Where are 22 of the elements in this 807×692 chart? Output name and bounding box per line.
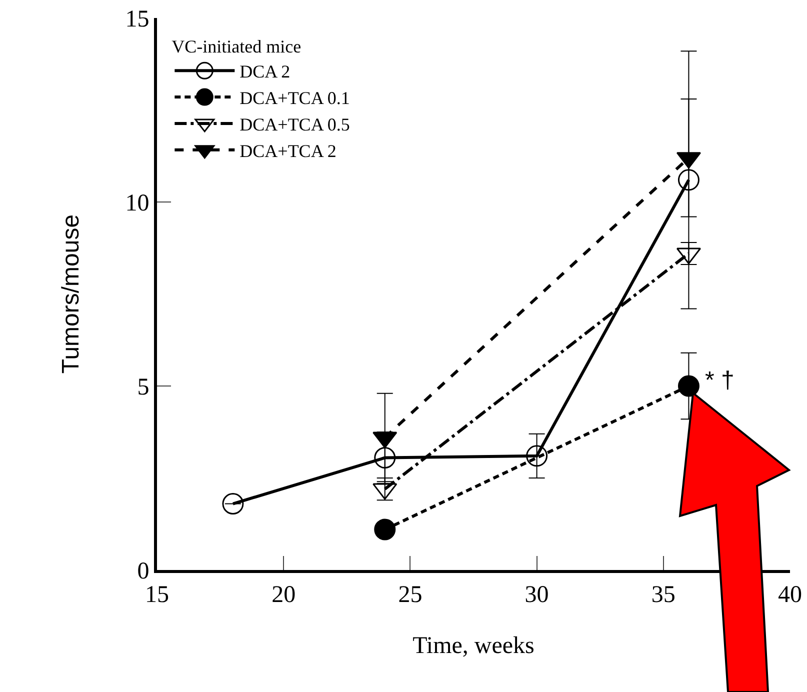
point: [526, 445, 548, 467]
point: [678, 375, 700, 397]
y-tick-label: 0: [137, 558, 150, 584]
x-tick-label: 30: [524, 582, 549, 608]
legend-label: DCA+TCA 2: [240, 140, 336, 161]
x-axis-title: Time, weeks: [412, 633, 534, 660]
y-tick-label: 10: [125, 190, 150, 216]
y-tick-label: 15: [125, 6, 150, 32]
x-tick-label: 40: [778, 582, 802, 608]
y-tick-label: 5: [137, 374, 150, 400]
y-axis-title: Tumors/mouse: [57, 214, 84, 374]
legend-label: DCA 2: [240, 62, 290, 82]
annotation: * †: [705, 367, 734, 394]
legend-label: DCA+TCA 0.5: [240, 114, 350, 134]
point: [222, 493, 244, 514]
x-tick-label: 20: [272, 582, 296, 608]
legend-label: DCA+TCA 0.1: [240, 88, 350, 108]
x-tick-label: 35: [651, 582, 676, 608]
point: [374, 447, 396, 468]
point: [374, 518, 396, 540]
x-tick-label: 25: [398, 582, 422, 608]
legend-title: VC-initiated mice: [172, 36, 302, 56]
